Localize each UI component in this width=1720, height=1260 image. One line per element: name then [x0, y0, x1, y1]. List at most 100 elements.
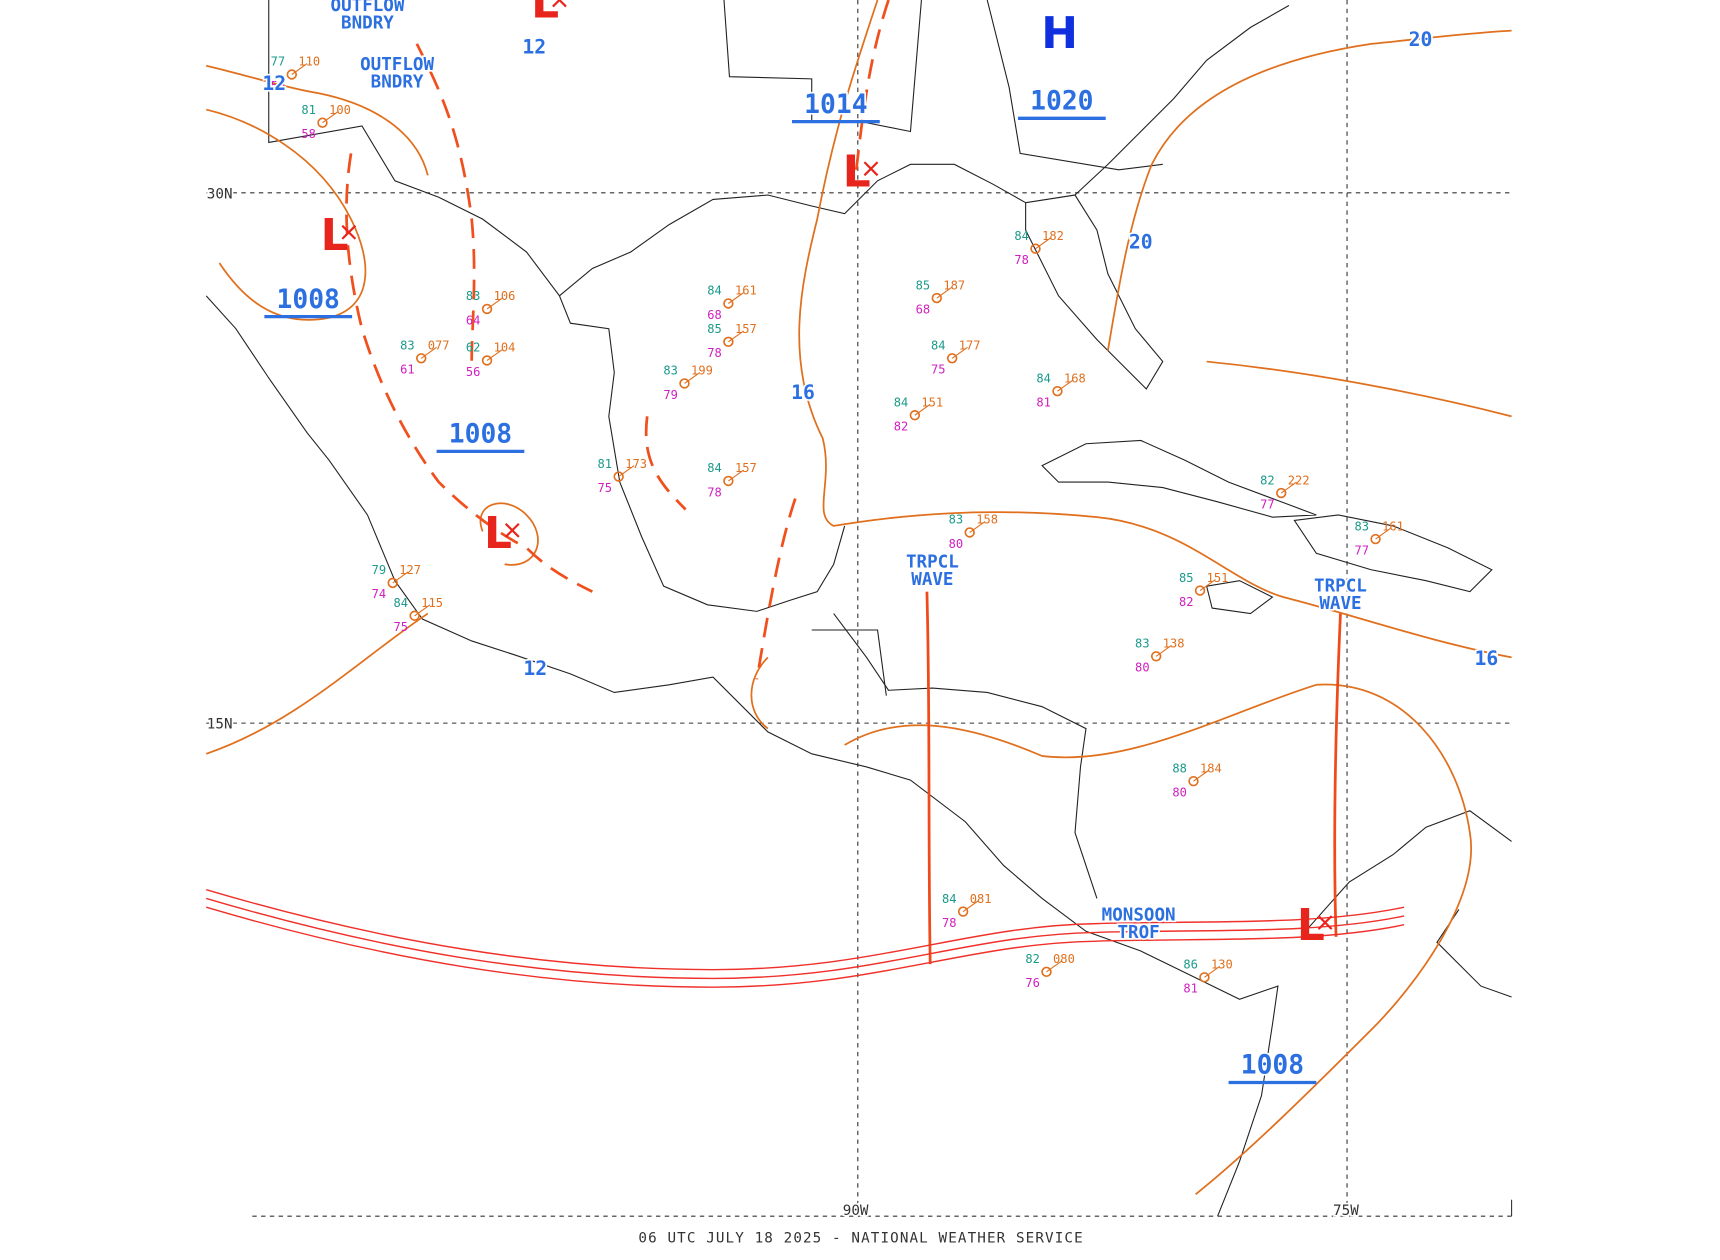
isobar-label: 16 [1474, 647, 1498, 670]
low-x [863, 161, 879, 177]
pressure-value: 1008 [277, 285, 340, 315]
station-marker [723, 336, 734, 348]
high-symbol: H [1041, 8, 1078, 59]
wind-barb [1199, 579, 1216, 592]
station-pressure: 081 [970, 892, 992, 906]
station-marker [1150, 651, 1162, 662]
wind-barb [1375, 527, 1392, 540]
station-pressure: 151 [1207, 571, 1229, 585]
station-marker [286, 69, 297, 80]
feature-label: OUTFLOW [331, 0, 405, 16]
wind-barb [322, 111, 339, 124]
pressure-value: 1008 [1241, 1051, 1304, 1081]
station-dewpoint: 75 [931, 363, 946, 377]
station-pressure: 080 [1053, 952, 1075, 966]
isobar-label: 20 [1129, 231, 1153, 254]
low-x [552, 0, 567, 8]
isobar-label: 12 [523, 657, 547, 680]
station-dewpoint: 59 [271, 79, 286, 93]
isobar-label: 12 [262, 72, 286, 95]
station-dewpoint: 80 [1172, 786, 1187, 800]
footer: 06 UTC JULY 18 2025 - NATIONAL WEATHER S… [638, 1230, 1083, 1246]
low-x [1317, 915, 1333, 930]
wind-barb [1057, 379, 1074, 392]
low-x [341, 224, 357, 240]
station-pressure: 161 [735, 284, 757, 298]
station-pressure: 115 [421, 596, 443, 610]
station-marker [416, 353, 427, 364]
station-temp: 85 [1179, 571, 1194, 585]
wind-barb [962, 900, 979, 913]
station-temp: 79 [372, 563, 387, 577]
station-temp: 83 [1135, 637, 1150, 651]
station-marker [1188, 775, 1199, 787]
station-temp: 86 [1183, 958, 1198, 972]
wind-barb [969, 521, 986, 533]
station-temp: 62 [466, 341, 481, 355]
wind-barb [420, 346, 437, 359]
wind-barb [414, 604, 431, 617]
wind-barb [486, 297, 503, 310]
feature-label: WAVE [911, 570, 953, 590]
station-pressure: 177 [959, 339, 981, 353]
wind-barb [914, 403, 931, 416]
wind-barb [1193, 769, 1210, 782]
station-pressure: 151 [921, 395, 943, 409]
station-temp: 82 [1025, 952, 1040, 966]
station-dewpoint: 78 [1014, 253, 1029, 267]
station-pressure: 110 [298, 55, 320, 69]
station-pressure: 127 [399, 563, 421, 577]
station-temp: 84 [942, 892, 957, 906]
station-temp: 81 [301, 103, 316, 117]
feature-label: BNDRY [371, 73, 424, 93]
station-dewpoint: 82 [1179, 595, 1194, 609]
low-symbol: L [1297, 900, 1325, 951]
station-pressure: 157 [735, 322, 757, 336]
station-dewpoint: 76 [1025, 976, 1040, 990]
station-marker [409, 610, 420, 621]
isobar-label: 12 [522, 36, 546, 59]
station-dewpoint: 58 [301, 127, 316, 141]
station-marker [481, 303, 493, 315]
station-marker [1276, 487, 1287, 499]
station-marker [613, 471, 624, 482]
station-pressure: 158 [976, 513, 998, 527]
wind-barb [1155, 644, 1172, 657]
wind-barb [618, 465, 635, 478]
station-temp: 84 [707, 284, 722, 298]
station-dewpoint: 64 [466, 313, 481, 327]
station-pressure: 138 [1163, 637, 1185, 651]
feature-label: BNDRY [341, 13, 394, 33]
station-marker [957, 906, 969, 917]
station-marker [1030, 243, 1041, 254]
station-marker [1194, 585, 1206, 596]
station-marker [964, 527, 975, 538]
isobar-label: 16 [791, 381, 815, 404]
station-pressure: 184 [1200, 761, 1222, 775]
wind-barb [1280, 481, 1297, 494]
feature-label: TRPCL [906, 553, 959, 573]
station-marker [723, 475, 734, 487]
grid-label: 15N [207, 717, 233, 733]
station-temp: 84 [394, 596, 409, 610]
wind-barb [951, 346, 968, 359]
wind-barb [1046, 960, 1063, 973]
station-marker [723, 298, 734, 309]
station-dewpoint: 78 [707, 485, 722, 499]
feature-label: WAVE [1319, 594, 1361, 614]
station-pressure: 199 [691, 364, 713, 378]
feature-label: TRPCL [1314, 577, 1367, 597]
low-symbol: L [321, 210, 349, 261]
station-marker [1041, 966, 1052, 978]
wind-barb [486, 349, 503, 361]
station-temp: 83 [949, 513, 964, 527]
station-dewpoint: 80 [1135, 661, 1150, 675]
station-pressure: 161 [1382, 519, 1404, 533]
station-dewpoint: 79 [663, 388, 678, 402]
pressure-value: 1008 [449, 420, 512, 450]
station-temp: 84 [707, 461, 722, 475]
station-temp: 84 [931, 339, 946, 353]
low-symbol: L [484, 508, 512, 559]
